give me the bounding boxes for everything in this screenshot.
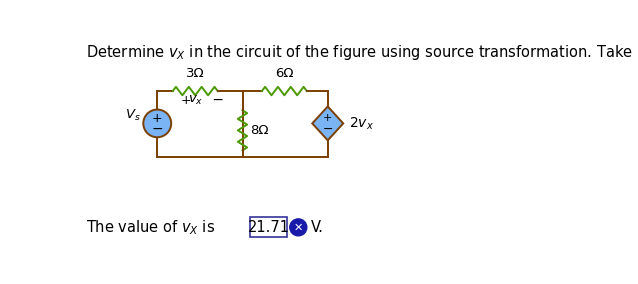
Text: 21.71: 21.71 <box>248 220 290 235</box>
Text: −: − <box>322 123 333 136</box>
Text: +: + <box>152 112 163 125</box>
Text: 8Ω: 8Ω <box>250 124 269 137</box>
Text: ✕: ✕ <box>293 222 303 232</box>
Text: $V_s$: $V_s$ <box>124 108 140 123</box>
Text: −: − <box>151 122 163 136</box>
Text: The value of $v_X$ is: The value of $v_X$ is <box>86 218 215 237</box>
Text: V.: V. <box>311 220 323 235</box>
Text: −: − <box>207 93 224 107</box>
Text: +: + <box>323 113 332 123</box>
Text: $v_x$: $v_x$ <box>188 94 204 107</box>
Polygon shape <box>312 106 343 140</box>
Circle shape <box>144 110 171 137</box>
Circle shape <box>290 219 307 236</box>
Text: 6Ω: 6Ω <box>275 67 293 80</box>
FancyBboxPatch shape <box>250 217 288 237</box>
Text: +: + <box>181 94 196 107</box>
Text: Determine $v_X$ in the circuit of the figure using source transformation. Take $: Determine $v_X$ in the circuit of the fi… <box>86 43 638 62</box>
Text: $2v_x$: $2v_x$ <box>350 115 375 131</box>
Text: 3Ω: 3Ω <box>186 67 205 80</box>
